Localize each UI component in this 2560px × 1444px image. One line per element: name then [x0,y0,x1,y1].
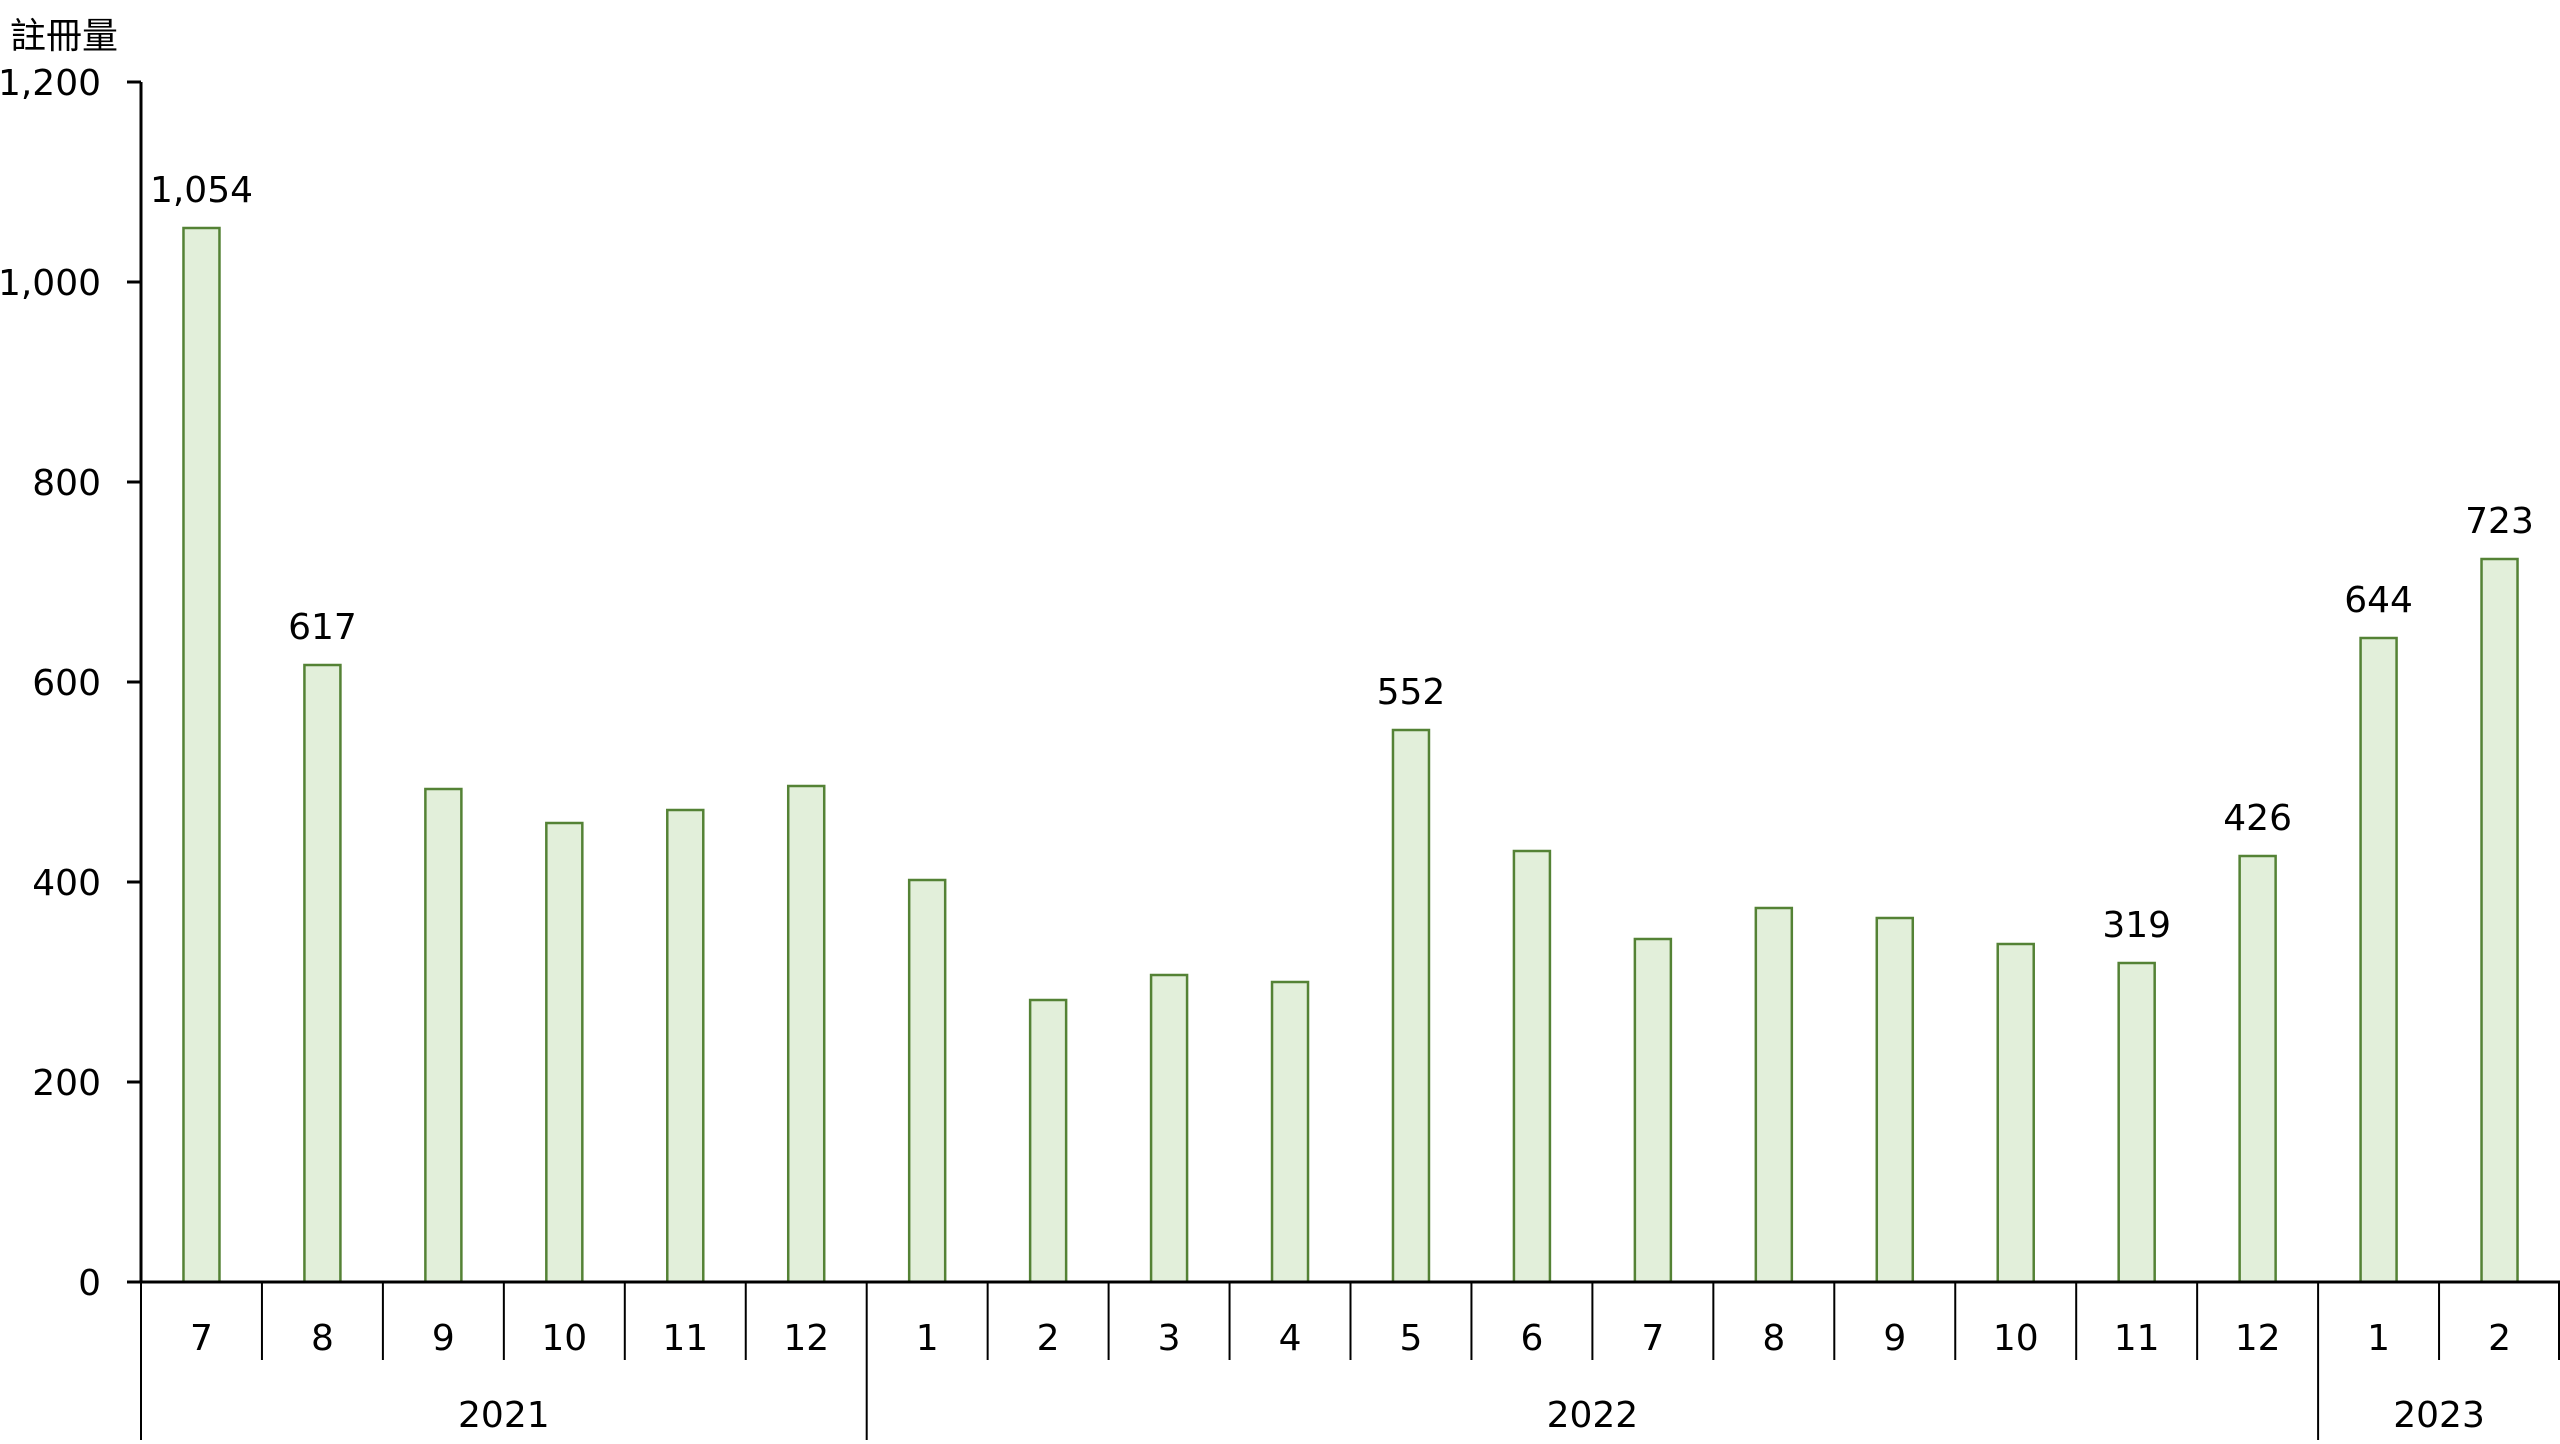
y-tick-label: 400 [32,863,101,904]
data-label: 426 [2223,798,2292,839]
bar [1633,937,1673,1284]
bar [786,784,826,1284]
bar [424,787,463,1284]
y-axis-title: 註冊量 [10,16,118,57]
data-label: 617 [288,607,357,648]
data-label: 1,054 [150,170,253,211]
data-label: 552 [1377,672,1446,713]
data-label: 644 [2344,580,2413,621]
x-tick-label: 5 [1400,1318,1423,1359]
x-tick-label: 1 [916,1318,939,1359]
x-tick-label: 8 [311,1318,334,1359]
x-tick-label: 2 [2488,1318,2511,1359]
x-tick-label: 8 [1762,1318,1785,1359]
x-tick-label: 10 [541,1318,587,1359]
x-tick-label: 12 [2235,1318,2281,1359]
bar [303,663,342,1284]
data-label: 723 [2465,501,2534,542]
y-tick-label: 600 [32,663,101,704]
x-tick-label: 11 [2114,1318,2160,1359]
x-tick-label: 1 [2367,1318,2390,1359]
bar [1754,906,1794,1284]
y-tick-label: 1,000 [0,263,101,304]
y-tick-label: 0 [78,1263,101,1304]
year-label: 2023 [2393,1395,2485,1436]
year-label: 2021 [458,1395,550,1436]
bar [666,808,705,1284]
bar [1149,973,1189,1284]
bar [1391,728,1431,1284]
bar [2238,854,2277,1284]
x-tick-label: 12 [783,1318,829,1359]
x-tick-label: 9 [432,1318,455,1359]
x-tick-label: 10 [1993,1318,2039,1359]
x-tick-label: 7 [1641,1318,1664,1359]
bar [1996,942,2035,1284]
bar [1270,980,1310,1284]
x-tick-label: 3 [1158,1318,1181,1359]
bar [1028,998,1068,1284]
y-tick-label: 200 [32,1063,101,1104]
x-tick-label: 11 [662,1318,708,1359]
bar [2117,961,2156,1284]
bar [1512,849,1552,1284]
x-tick-label: 2 [1037,1318,1060,1359]
x-tick-label: 7 [190,1318,213,1359]
x-tick-label: 9 [1883,1318,1906,1359]
x-tick-label: 4 [1279,1318,1302,1359]
data-label: 319 [2102,905,2171,946]
bar [1875,916,1915,1284]
bar [2480,557,2519,1284]
bar [545,821,584,1284]
y-tick-label: 1,200 [0,63,101,104]
x-tick-label: 6 [1520,1318,1543,1359]
year-label: 2022 [1547,1395,1639,1436]
y-tick-label: 800 [32,463,101,504]
bar [907,878,947,1284]
bar [182,226,221,1284]
bar [2359,636,2398,1284]
